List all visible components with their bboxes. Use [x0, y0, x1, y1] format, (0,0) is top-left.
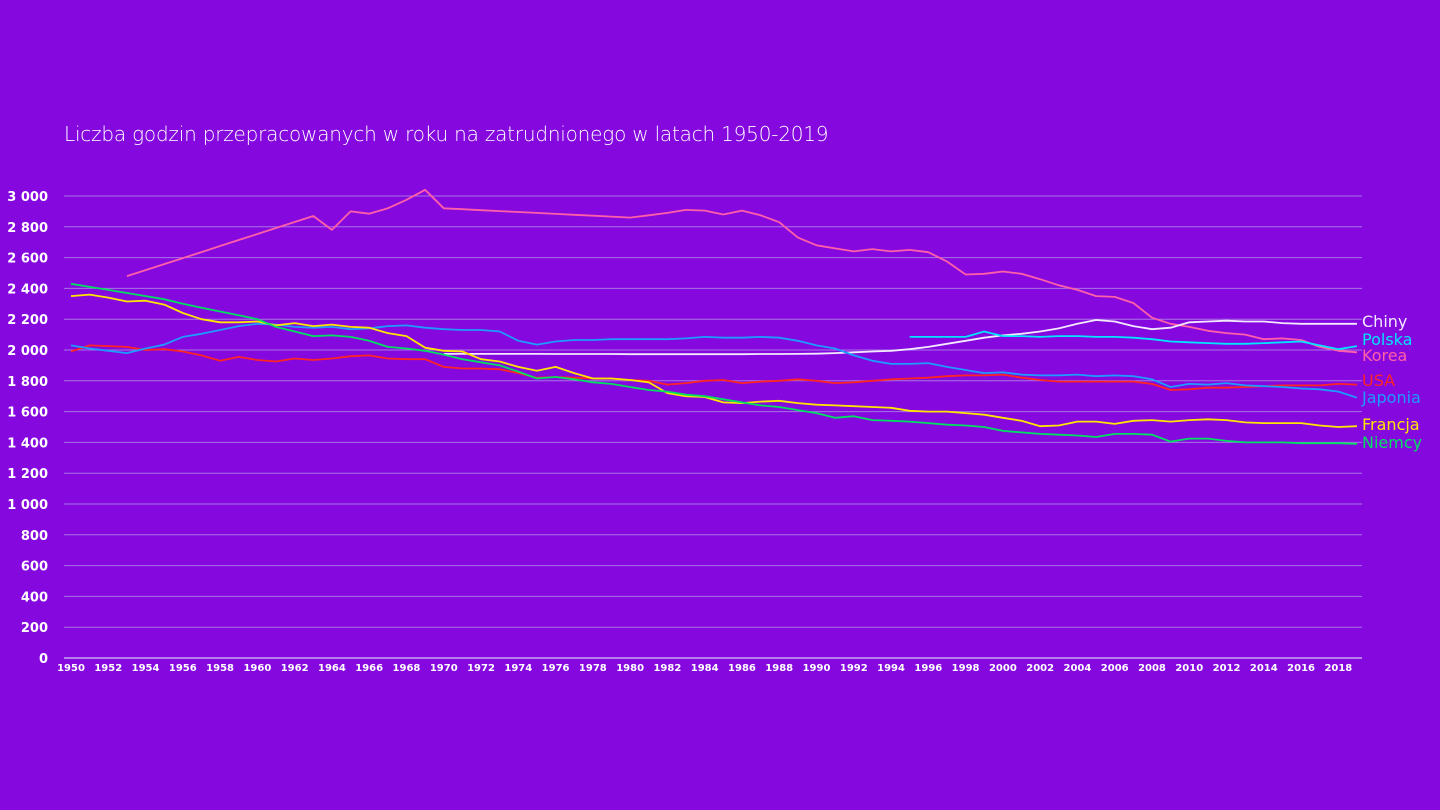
y-tick-label: 0: [39, 652, 48, 667]
x-tick-label: 1954: [132, 663, 160, 674]
x-tick-label: 2008: [1138, 663, 1166, 674]
chart-title: Liczba godzin przepracowanych w roku na …: [64, 122, 829, 146]
x-tick-label: 1982: [653, 663, 681, 674]
series-line-niemcy: [70, 282, 1358, 445]
y-tick-label: 1 400: [7, 436, 48, 451]
series-line-japonia: [70, 322, 1358, 399]
x-tick-label: 1986: [728, 663, 756, 674]
legend-label-korea: Korea: [1362, 346, 1407, 365]
series-line-chiny: [443, 319, 1357, 356]
y-tick-label: 2 400: [7, 282, 48, 297]
x-tick-label: 1960: [243, 663, 271, 674]
x-tick-label: 1996: [914, 663, 942, 674]
x-tick-label: 1950: [57, 663, 85, 674]
x-tick-label: 1966: [355, 663, 383, 674]
y-tick-label: 400: [21, 590, 48, 605]
x-tick-label: 1956: [169, 663, 197, 674]
x-tick-label: 2010: [1175, 663, 1203, 674]
x-tick-label: 1994: [877, 663, 905, 674]
legend-label-polska: Polska: [1362, 330, 1412, 349]
x-tick-label: 2000: [989, 663, 1017, 674]
x-tick-label: 1972: [467, 663, 495, 674]
legend-label-japonia: Japonia: [1361, 388, 1421, 407]
legend-label-chiny: Chiny: [1362, 312, 1407, 331]
x-tick-label: 1974: [504, 663, 532, 674]
x-tick-label: 1992: [840, 663, 868, 674]
x-tick-label: 2002: [1026, 663, 1054, 674]
x-tick-label: 2018: [1324, 663, 1352, 674]
x-tick-label: 1952: [94, 663, 122, 674]
x-tick-label: 1976: [542, 663, 570, 674]
y-tick-label: 2 600: [7, 252, 48, 267]
x-tick-label: 1968: [393, 663, 421, 674]
y-tick-label: 3 000: [7, 190, 48, 205]
x-tick-label: 2012: [1213, 663, 1241, 674]
y-axis-ticks: 0 200 400 600 800 1 000 1 200 1 400 1 600 1 800 2 …: [7, 190, 48, 667]
y-tick-label: 2 800: [7, 221, 48, 236]
y-tick-label: 600: [21, 560, 48, 575]
x-tick-label: 2004: [1064, 663, 1092, 674]
legend-label-niemcy: Niemcy: [1362, 433, 1422, 452]
x-tick-label: 1984: [691, 663, 719, 674]
y-tick-label: 2 000: [7, 344, 48, 359]
y-tick-label: 2 200: [7, 313, 48, 328]
y-tick-label: 1 000: [7, 498, 48, 513]
x-tick-label: 2014: [1250, 663, 1278, 674]
y-tick-label: 1 200: [7, 467, 48, 482]
x-tick-label: 1990: [803, 663, 831, 674]
legend-label-francja: Francja: [1362, 415, 1420, 434]
x-tick-label: 1962: [281, 663, 309, 674]
series-lines: [70, 188, 1358, 445]
gridlines: [64, 195, 1362, 659]
y-tick-label: 1 600: [7, 406, 48, 421]
x-tick-label: 2016: [1287, 663, 1315, 674]
x-tick-label: 1988: [765, 663, 793, 674]
x-axis-ticks: 1950 1952 1954 1956 1958 1960 1962 1964 1966 1968…: [57, 663, 1352, 674]
y-tick-label: 200: [21, 621, 48, 636]
x-tick-label: 1978: [579, 663, 607, 674]
series-line-polska: [909, 330, 1358, 351]
legend-label-usa: USA: [1362, 371, 1395, 390]
x-tick-label: 1970: [430, 663, 458, 674]
series-line-korea: [126, 188, 1358, 354]
series-line-francja: [70, 293, 1358, 428]
x-tick-label: 1998: [952, 663, 980, 674]
x-tick-label: 1980: [616, 663, 644, 674]
x-tick-label: 1958: [206, 663, 234, 674]
y-tick-label: 1 800: [7, 375, 48, 390]
x-tick-label: 2006: [1101, 663, 1129, 674]
y-tick-label: 800: [21, 529, 48, 544]
series-line-usa: [70, 344, 1358, 391]
x-tick-label: 1964: [318, 663, 346, 674]
